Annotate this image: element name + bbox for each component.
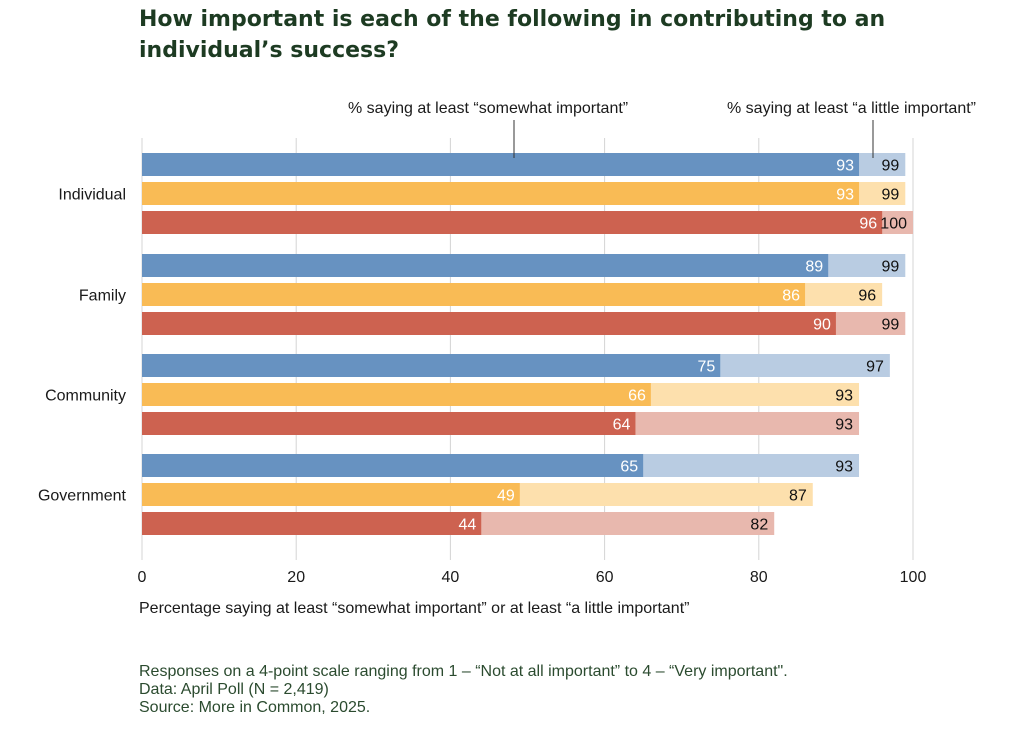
footer-data-note: Data: April Poll (N = 2,419) [139, 681, 329, 698]
bar-somewhat-important [142, 512, 482, 535]
chart-footer: Responses on a 4-point scale ranging fro… [139, 663, 788, 717]
data-label-little: 99 [881, 317, 899, 334]
footer-scale-note: Responses on a 4-point scale ranging fro… [139, 663, 788, 680]
x-tick-label: 40 [442, 569, 460, 586]
bar-somewhat-important [142, 412, 636, 435]
category-label: Government [38, 488, 127, 505]
data-label-somewhat: 93 [836, 158, 854, 175]
x-tick-label: 20 [287, 569, 305, 586]
data-label-little: 93 [835, 417, 853, 434]
data-label-somewhat: 49 [497, 488, 515, 505]
bar-somewhat-important [142, 354, 721, 377]
data-label-little: 99 [881, 259, 899, 276]
data-label-somewhat: 65 [620, 459, 638, 476]
data-label-somewhat: 89 [805, 259, 823, 276]
footer-source-note: Source: More in Common, 2025. [139, 699, 371, 716]
bar-somewhat-important [142, 483, 520, 506]
bar-somewhat-important [142, 383, 651, 406]
data-label-little: 93 [835, 388, 853, 405]
data-label-little: 97 [866, 359, 884, 376]
category-label: Individual [58, 187, 126, 204]
annotation-little: % saying at least “a little important” [727, 100, 976, 117]
x-tick-label: 60 [596, 569, 614, 586]
data-label-somewhat: 96 [859, 216, 877, 233]
bar-somewhat-important [142, 254, 829, 277]
bar-somewhat-important [142, 283, 806, 306]
data-label-somewhat: 64 [613, 417, 631, 434]
data-label-little: 87 [789, 488, 807, 505]
data-label-somewhat: 86 [782, 288, 800, 305]
bar-somewhat-important [142, 182, 860, 205]
data-label-little: 99 [881, 158, 899, 175]
bar-somewhat-important [142, 211, 883, 234]
annotation-somewhat: % saying at least “somewhat important” [348, 100, 628, 117]
data-label-somewhat: 44 [458, 517, 476, 534]
x-tick-label: 0 [138, 569, 147, 586]
bar-somewhat-important [142, 454, 644, 477]
data-label-somewhat: 66 [628, 388, 646, 405]
data-label-somewhat: 75 [697, 359, 715, 376]
data-label-somewhat: 93 [836, 187, 854, 204]
x-tick-label: 80 [750, 569, 768, 586]
category-label: Community [45, 388, 126, 405]
data-label-little: 82 [750, 517, 768, 534]
data-label-little: 96 [858, 288, 876, 305]
chart-title: How important is each of the following i… [139, 7, 886, 63]
data-label-little: 100 [880, 216, 907, 233]
x-tick-label: 100 [900, 569, 927, 586]
x-axis-label: Percentage saying at least “somewhat imp… [139, 600, 689, 617]
data-label-little: 93 [835, 459, 853, 476]
data-label-somewhat: 90 [813, 317, 831, 334]
bar-somewhat-important [142, 312, 836, 335]
category-label: Family [79, 288, 126, 305]
data-label-little: 99 [881, 187, 899, 204]
bar-somewhat-important [142, 153, 860, 176]
